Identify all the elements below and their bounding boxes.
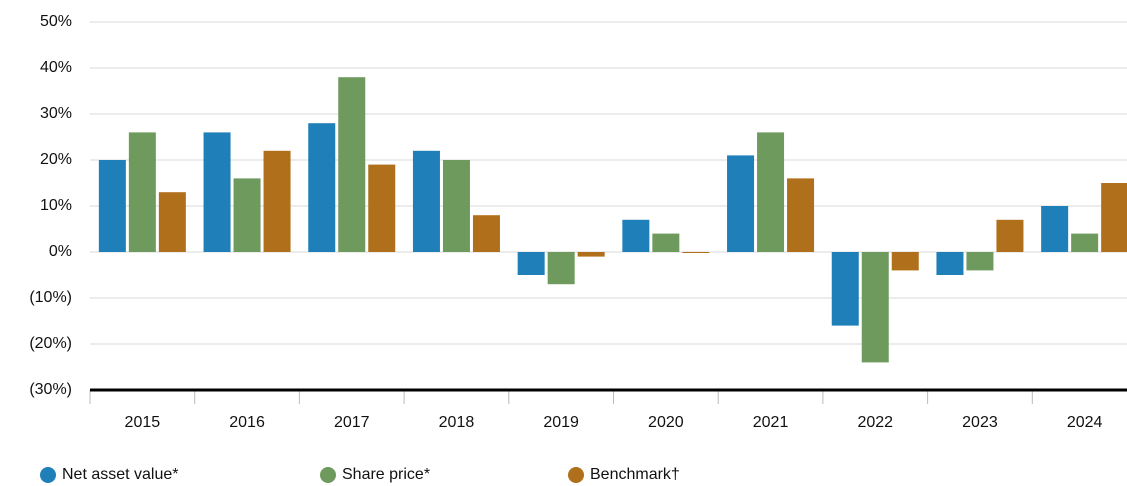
bar [203, 132, 231, 252]
bar [757, 132, 785, 252]
bar [727, 155, 755, 252]
bar [622, 219, 650, 252]
legend-swatch [320, 467, 336, 483]
bar [158, 192, 186, 252]
bar [996, 219, 1024, 252]
y-tick-label: 20% [40, 151, 72, 168]
bar [368, 164, 396, 252]
bar [412, 150, 440, 252]
bar [966, 252, 994, 271]
bar [861, 252, 889, 363]
legend-label: Share price* [342, 466, 430, 483]
x-tick-label: 2019 [543, 414, 579, 431]
x-tick-label: 2017 [334, 414, 370, 431]
bar [891, 252, 919, 271]
bar [98, 160, 126, 252]
legend-label: Net asset value* [62, 466, 179, 483]
bar [338, 77, 366, 252]
bar [652, 233, 680, 252]
y-tick-label: (30%) [29, 381, 72, 398]
x-tick-label: 2018 [439, 414, 475, 431]
bar [682, 252, 710, 253]
bar [308, 123, 336, 252]
x-tick-label: 2016 [229, 414, 265, 431]
y-tick-label: 10% [40, 197, 72, 214]
bar [547, 252, 575, 285]
bar [1101, 183, 1127, 252]
bar [936, 252, 964, 275]
bar [517, 252, 545, 275]
x-tick-label: 2021 [753, 414, 789, 431]
bar [442, 160, 470, 252]
legend-swatch [40, 467, 56, 483]
bar [787, 178, 815, 252]
legend-label: Benchmark† [590, 466, 680, 483]
x-tick-label: 2020 [648, 414, 684, 431]
bar [577, 252, 605, 257]
bar [831, 252, 859, 326]
x-tick-label: 2024 [1067, 414, 1103, 431]
y-tick-label: (20%) [29, 335, 72, 352]
y-tick-label: 0% [49, 243, 72, 260]
y-tick-label: 30% [40, 105, 72, 122]
x-tick-label: 2022 [857, 414, 893, 431]
bar [233, 178, 261, 252]
x-tick-label: 2023 [962, 414, 998, 431]
bar [1041, 206, 1069, 252]
bar [263, 150, 291, 252]
legend-swatch [568, 467, 584, 483]
y-tick-label: (10%) [29, 289, 72, 306]
bar [472, 215, 500, 252]
bar [1071, 233, 1099, 252]
y-tick-label: 50% [40, 13, 72, 30]
y-tick-label: 40% [40, 59, 72, 76]
bar [128, 132, 156, 252]
x-tick-label: 2015 [125, 414, 161, 431]
